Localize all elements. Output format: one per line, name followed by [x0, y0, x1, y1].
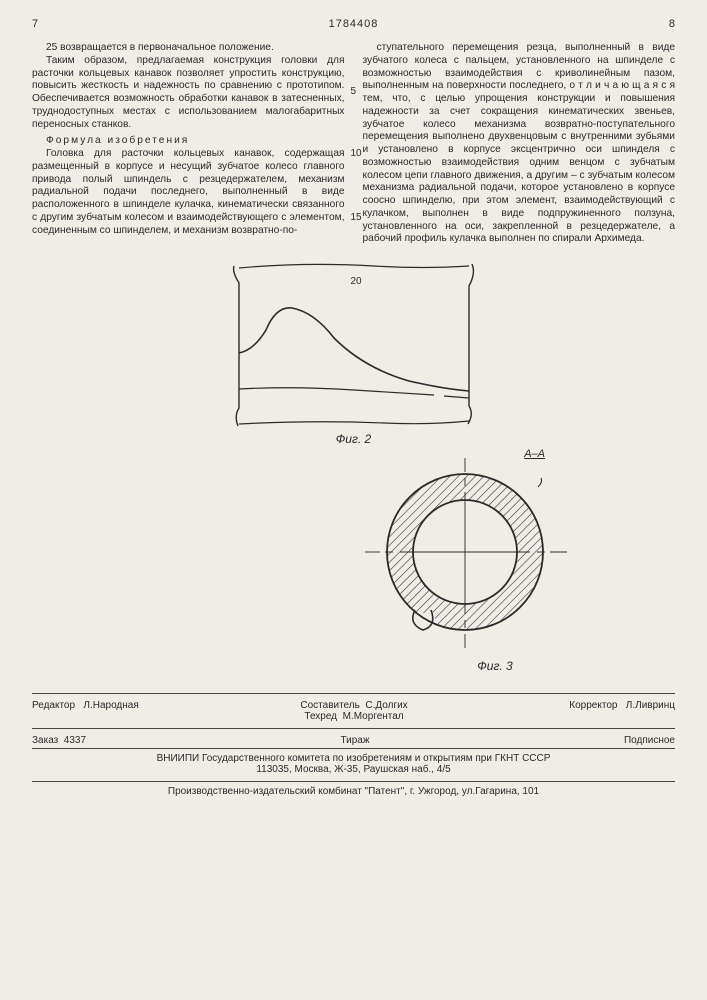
left-column: 25 возвращается в первоначальное положен… [32, 42, 345, 246]
compiler-label: Составитель [300, 700, 359, 711]
fig2-svg [204, 258, 504, 428]
figure-2 [204, 258, 504, 428]
corrector-block: Корректор Л.Ливринц [569, 700, 675, 722]
formula-title: Формула изобретения [32, 135, 345, 148]
compiler-block: Составитель С.Долгих Техред М.Моргентал [300, 700, 407, 722]
right-column: 5 10 15 20 ступательного перемещения рез… [363, 42, 676, 246]
order-row: Заказ 4337 Тираж Подписное [32, 735, 675, 749]
para-claim-start: Головка для расточки кольцевых канавок, … [32, 148, 345, 237]
patent-number: 1784408 [52, 18, 655, 30]
para-summary: Таким образом, предлагаемая конструкция … [32, 55, 345, 132]
tirazh: Тираж [340, 735, 369, 746]
line-marker: 15 [351, 212, 362, 225]
editor-name: Л.Народная [83, 700, 138, 711]
editor-label: Редактор [32, 700, 75, 711]
corrector-name: Л.Ливринц [626, 700, 675, 711]
figures-block: Фиг. 2 А–А [32, 258, 675, 673]
order-value: 4337 [64, 735, 86, 746]
podpisnoe: Подписное [624, 735, 675, 746]
fig3-label: Фиг. 3 [415, 659, 575, 673]
order-label: Заказ [32, 735, 58, 746]
tehred-name: М.Моргентал [343, 711, 404, 722]
tehred-label: Техред [304, 711, 337, 722]
org-line2: 113035, Москва, Ж-35, Раушская наб., 4/5 [32, 764, 675, 775]
organization: ВНИИПИ Государственного комитета по изоб… [32, 753, 675, 782]
credits-row: Редактор Л.Народная Составитель С.Долгих… [32, 693, 675, 729]
org-line1: ВНИИПИ Государственного комитета по изоб… [32, 753, 675, 764]
para-claim-cont: ступательного перемещения резца, выполне… [363, 42, 676, 246]
body-columns: 25 возвращается в первоначальное положен… [32, 42, 675, 246]
fig3-section-label: А–А [524, 448, 545, 460]
page-num-left: 7 [32, 18, 52, 30]
line-marker: 5 [351, 86, 357, 99]
publisher: Производственно-издательский комбинат "П… [32, 786, 675, 797]
fig3-svg [355, 452, 575, 652]
editor-block: Редактор Л.Народная [32, 700, 139, 722]
page-num-right: 8 [655, 18, 675, 30]
corrector-label: Корректор [569, 700, 617, 711]
compiler-name: С.Долгих [365, 700, 407, 711]
line-marker: 10 [351, 148, 362, 161]
order-no: Заказ 4337 [32, 735, 86, 746]
para-return: 25 возвращается в первоначальное положен… [32, 42, 345, 55]
figure-3: А–А [355, 452, 575, 673]
fig2-label: Фиг. 2 [336, 432, 371, 446]
page-header: 7 1784408 8 [32, 18, 675, 30]
